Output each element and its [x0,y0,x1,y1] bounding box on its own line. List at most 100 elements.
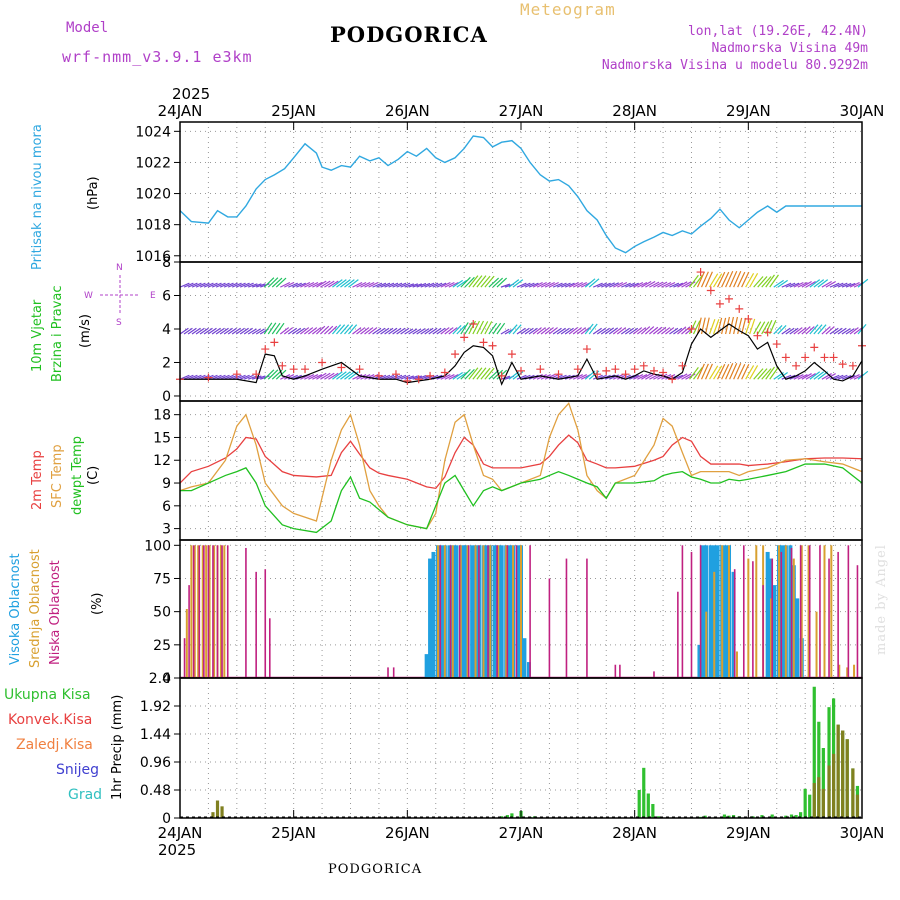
wind-arrow [729,363,738,380]
x-tick-label-bottom: 26JAN [385,824,430,842]
wind-ytick-label: 2 [162,355,171,371]
wind-gust-marker [252,370,261,379]
wind-arrow [721,271,730,288]
clouds-ytick-label: 25 [153,638,171,654]
wind-arrow [315,325,326,335]
wind-arrow [247,283,258,288]
precip-frozen-bar [841,730,845,818]
precip-total-bar [770,814,774,818]
low-cloud-bar [819,545,821,678]
wind-arrow [700,271,709,288]
low-cloud-bar [467,545,470,678]
wind-arrow [191,374,202,380]
high-cloud-bar [424,654,429,678]
wind-arrow [207,327,217,335]
precip-ytick-label: 0 [162,811,171,827]
wind-arrow [673,327,683,335]
high-cloud-bar [697,644,702,678]
low-cloud-bar [828,558,830,678]
wind-arrow [801,373,812,380]
wind-arrow [708,319,716,335]
precip-total-bar [799,812,803,818]
wind-arrow [360,281,371,288]
wind-arrow [452,371,464,380]
temp2m-line [179,434,863,490]
wind-arrow [283,327,294,335]
wind-arrow [641,280,652,288]
wind-arrow [629,374,639,380]
mid-cloud-bar [437,545,440,678]
mid-cloud-bar [755,545,758,678]
wind-arrow [637,281,648,288]
temperature-ytick-label: 18 [153,408,171,424]
wind-arrow [348,279,359,288]
precip-frozen-bar [821,788,825,818]
wind-arrow [837,374,848,380]
wind-arrow [203,282,214,288]
mid-cloud-bar [459,545,462,678]
mid-cloud-bar [853,664,856,678]
wind-gust-marker [469,319,478,328]
wind-arrow [255,328,265,335]
wind-arrow [476,275,487,288]
high-cloud-bar [515,545,520,678]
high-cloud-bar [715,545,720,678]
wind-arrow [548,374,559,380]
wind-arrow [332,279,343,288]
low-cloud-bar [387,667,389,678]
wind-gust-marker [440,368,449,377]
low-cloud-bar [268,618,271,678]
precip-total-bar [646,793,650,818]
wind-arrow [524,327,534,335]
low-cloud-bar [212,545,214,678]
mid-cloud-bar [784,545,787,678]
wind-arrow [761,368,772,380]
wind-compass-label: E [150,291,156,301]
wind-gust-marker [289,365,298,374]
wind-gust-marker [573,365,582,374]
high-cloud-bar [700,545,705,678]
mid-cloud-bar [489,545,492,678]
wind-gust-marker [517,366,525,375]
wind-gust-marker [355,365,364,374]
wind-arrow [239,374,250,380]
wind-gust-marker [744,314,753,323]
low-cloud-bar [762,585,764,678]
wind-arrow [199,282,210,288]
wind-arrow [709,273,719,288]
wind-arrow [211,374,222,380]
wind-arrow [444,374,455,380]
wind-arrow [745,365,755,380]
wind-arrow [468,367,479,380]
pressure-line [179,135,862,254]
mid-cloud-bar [213,545,216,678]
wind-arrow [628,327,639,335]
wind-arrow [231,327,241,335]
mid-cloud-bar [807,545,810,678]
wind-arrow [183,327,193,335]
wind-arrow [215,327,225,335]
wind-arrow [191,327,201,335]
wind-arrow [604,282,615,288]
high-cloud-bar [795,598,800,678]
mid-cloud-bar [815,611,818,678]
wind-arrow [789,327,799,335]
low-cloud-bar [529,545,531,678]
wind-arrow [673,374,684,380]
wind-arrow [753,321,762,335]
pressure-ytick-label: 1016 [135,249,171,265]
low-cloud-bar [449,545,452,678]
wind-arrow [825,280,836,288]
wind-arrow [456,371,468,380]
wind-arrow [713,319,720,335]
precip-total-bar [727,815,731,818]
wind-arrow [432,327,442,335]
wind-arrow [757,368,768,380]
wind-arrow [556,327,566,335]
wind-arrow [704,317,710,335]
wind-arrow [693,274,703,288]
wind-compass-label: N [116,263,123,273]
wind-arrow [568,327,578,335]
wind-ytick-label: 4 [162,322,171,338]
precip-total-bar [637,790,641,818]
